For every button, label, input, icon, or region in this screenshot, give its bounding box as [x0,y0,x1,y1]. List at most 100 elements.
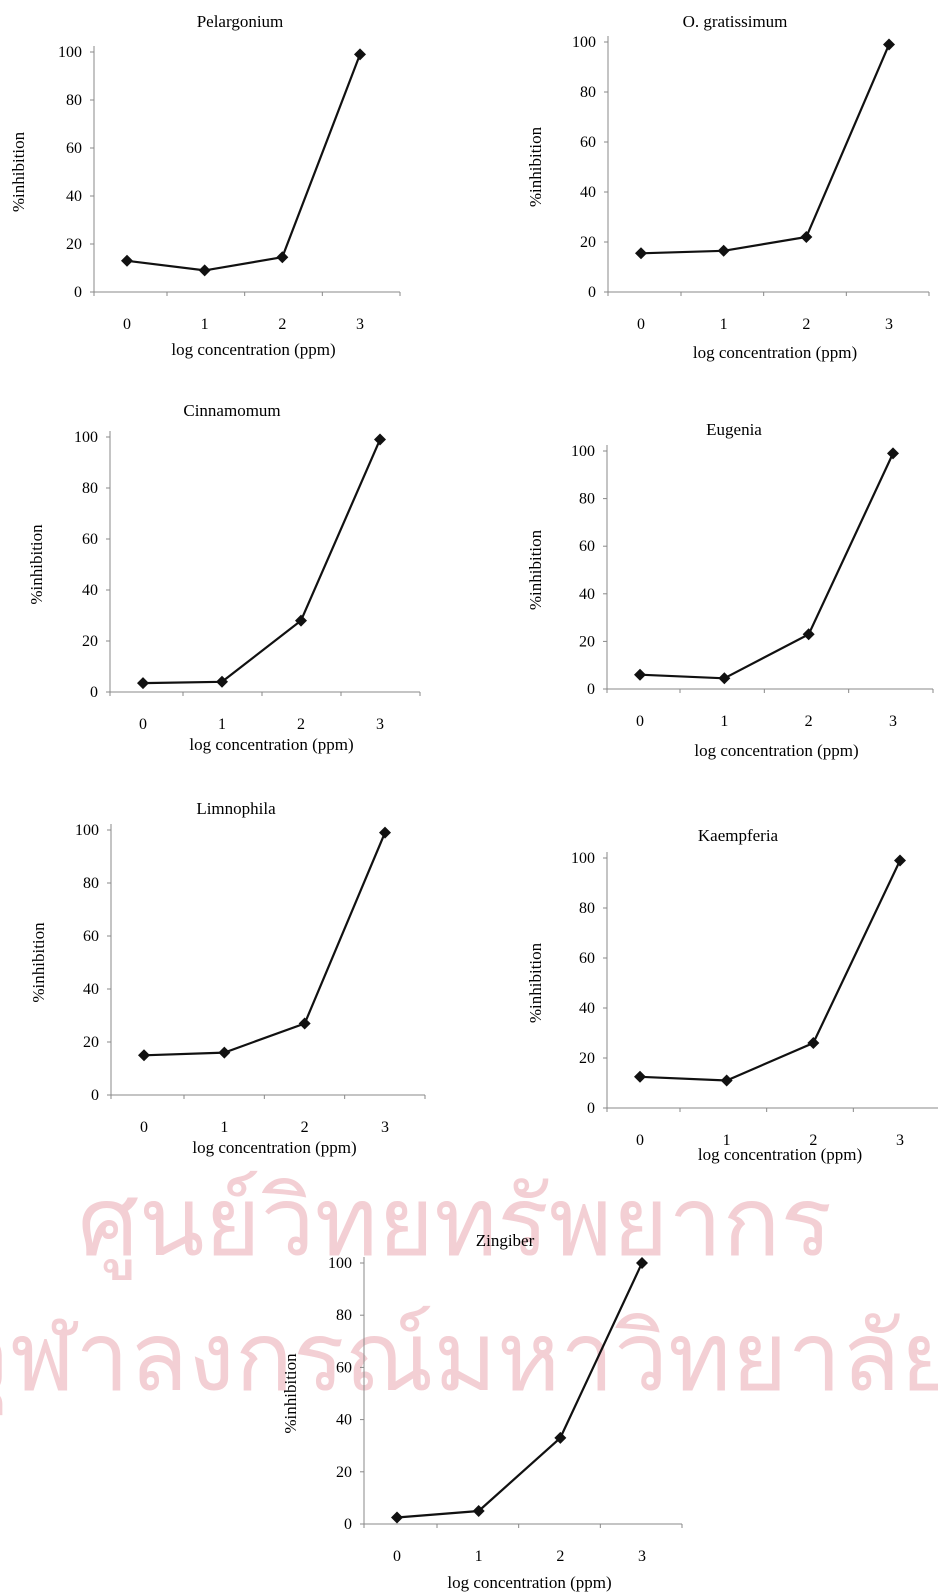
y-tick-label: 20 [336,1464,352,1481]
series-line [143,832,387,1057]
y-axis-label: %inhibition [526,126,545,207]
y-tick-label: 20 [82,633,98,650]
y-tick-label: 20 [579,1050,595,1067]
x-axis-label: log concentration (ppm) [698,1145,862,1164]
data-point-marker [635,247,647,260]
data-point-marker [379,826,391,839]
y-tick-label: 80 [82,480,98,497]
data-point-marker [472,1504,485,1517]
x-tick-label: 3 [889,713,897,730]
y-tick-label: 60 [580,134,596,151]
chart-panel: O. gratissimum 0 20 40 60 80 100 0 1 2 3 log concen… [526,12,930,362]
y-tick-label: 0 [91,1087,99,1104]
y-tick-label: 40 [82,582,98,599]
x-tick-label: 1 [720,316,728,333]
series-line [640,44,891,255]
y-tick-label: 40 [83,981,99,998]
y-tick-label: 40 [66,188,82,205]
chart-title: Eugenia [706,420,762,439]
data-point-marker [198,264,211,277]
y-tick-label: 20 [83,1034,99,1051]
data-point-marker [554,1431,567,1444]
x-tick-label: 1 [201,316,209,333]
x-tick-label: 1 [723,1132,731,1149]
y-tick-label: 100 [75,822,99,839]
data-point-marker [800,231,813,243]
y-tick-label: 40 [336,1412,352,1429]
y-tick-label: 40 [579,1000,595,1017]
x-tick-label: 0 [636,1132,644,1149]
y-tick-label: 0 [587,681,595,698]
data-point-marker [718,672,731,685]
y-tick-label: 80 [66,92,82,109]
y-tick-label: 60 [66,140,82,157]
data-point-marker [276,251,289,264]
y-tick-label: 0 [74,284,82,301]
x-axis-label: log concentration (ppm) [694,741,858,760]
x-axis-label: log concentration (ppm) [189,735,353,754]
x-tick-label: 3 [638,1548,646,1565]
y-axis-label: %inhibition [526,942,545,1023]
x-axis-label: log concentration (ppm) [693,343,857,362]
watermark: ศูนย์วิทยทรัพยากร จุฬาลงกรณ์มหาวิทยาลัย [0,1166,938,1416]
data-point-marker [720,1074,733,1087]
y-tick-label: 80 [83,875,99,892]
y-tick-label: 60 [579,950,595,967]
data-point-marker [636,1257,648,1269]
y-tick-label: 0 [90,684,98,701]
y-tick-label: 0 [344,1516,352,1533]
x-tick-label: 0 [637,316,645,333]
x-tick-label: 3 [381,1119,389,1136]
series-line [396,1262,643,1519]
y-tick-label: 0 [588,284,596,301]
x-tick-label: 0 [139,716,147,733]
chart-title: Cinnamomum [183,401,280,420]
x-tick-label: 1 [720,713,728,730]
y-tick-label: 40 [579,586,595,603]
y-axis-label: %inhibition [9,131,28,212]
data-point-marker [802,628,815,641]
data-point-marker [295,614,307,627]
x-tick-label: 0 [140,1119,148,1136]
data-point-marker [137,677,149,690]
y-tick-label: 100 [571,443,595,460]
chart-title: Pelargonium [197,12,284,31]
y-tick-label: 100 [572,34,596,51]
y-tick-label: 100 [74,429,98,446]
x-tick-label: 1 [475,1548,483,1565]
y-tick-label: 80 [580,84,596,101]
data-point-marker [391,1511,403,1524]
chart-panel: Zingiber 0 20 40 60 80 100 0 1 2 3 log concentratio… [281,1231,683,1592]
chart-panel: Cinnamomum 0 20 40 60 80 100 0 1 2 3 log concentrat… [27,401,421,754]
x-tick-label: 3 [376,716,384,733]
chart-panel: Eugenia 0 20 40 60 80 100 0 1 2 3 log concentration… [526,420,934,760]
chart-title: O. gratissimum [683,12,788,31]
series-line [142,439,382,685]
data-point-marker [887,447,899,460]
data-point-marker [883,38,895,51]
x-tick-label: 2 [802,316,810,333]
x-axis-label: log concentration (ppm) [192,1138,356,1157]
data-point-marker [634,668,646,681]
data-point-marker [717,244,730,257]
data-point-marker [218,1046,231,1059]
x-tick-label: 3 [896,1132,904,1149]
x-tick-label: 0 [123,316,131,333]
y-tick-label: 80 [579,491,595,508]
data-point-marker [894,854,906,867]
y-tick-label: 20 [579,633,595,650]
data-point-marker [121,254,133,267]
y-tick-label: 60 [82,531,98,548]
y-tick-label: 60 [336,1359,352,1376]
data-point-marker [298,1017,311,1030]
y-tick-label: 80 [579,900,595,917]
x-tick-label: 2 [805,713,813,730]
watermark-line-2: จุฬาลงกรณ์มหาวิทยาลัย [0,1301,938,1416]
x-tick-label: 0 [636,713,644,730]
y-tick-label: 0 [587,1100,595,1117]
x-tick-label: 2 [301,1119,309,1136]
y-tick-label: 60 [83,928,99,945]
x-tick-label: 2 [297,716,305,733]
